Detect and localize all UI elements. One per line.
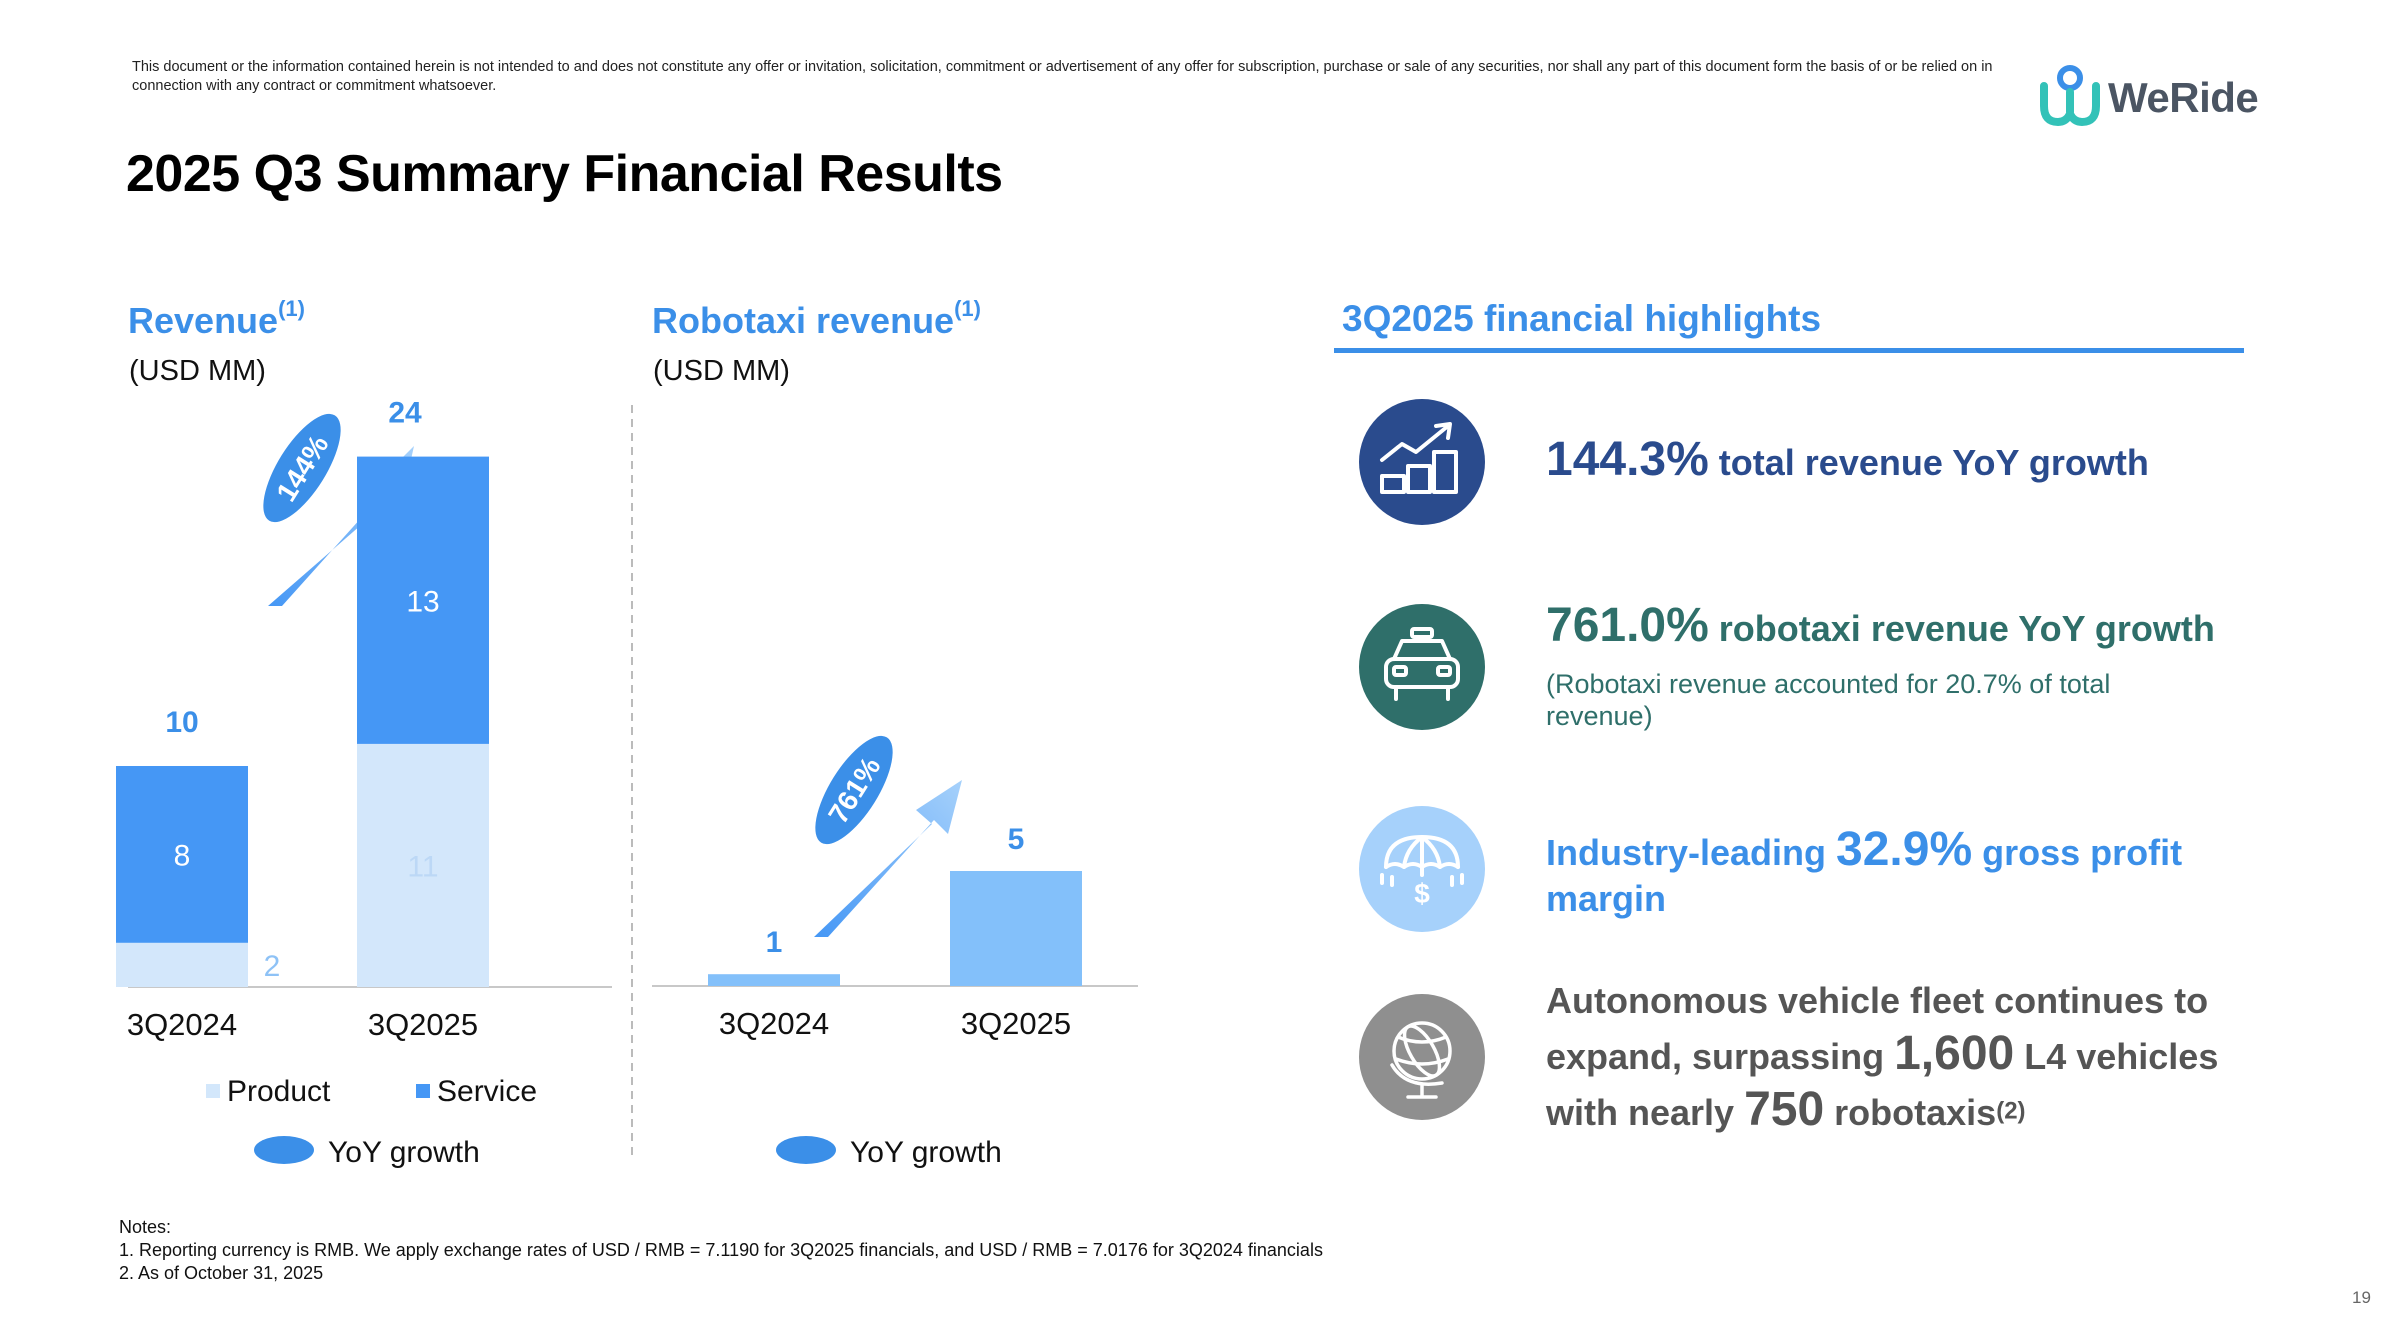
weride-logo-mark-icon: [2040, 65, 2100, 126]
highlight-4-line1: Autonomous vehicle fleet continues to: [1546, 980, 2209, 1021]
highlight-3-line2: margin: [1546, 878, 1667, 919]
highlight-2-note-line1: (Robotaxi revenue accounted for 20.7% of…: [1546, 669, 2111, 699]
robotaxi-bar-3Q2025: [950, 871, 1082, 986]
revenue-label-product-3Q2025: 11: [407, 850, 438, 883]
disclaimer: This document or the information contain…: [132, 59, 1993, 94]
notes: Notes: 1. Reporting currency is RMB. We …: [119, 1216, 1323, 1285]
robotaxi-tick-3Q2024: 3Q2024: [719, 1006, 829, 1041]
robotaxi-unit: (USD MM): [653, 355, 790, 387]
highlight-1-text: total revenue YoY growth: [1708, 442, 2149, 483]
highlight-1: 144.3% total revenue YoY growth: [1546, 432, 2149, 487]
highlight-4-line3-sup: (2): [1996, 1097, 2026, 1125]
legend-yoy-swatch-2: [776, 1136, 836, 1164]
highlight-4-line3: with nearly 750 robotaxis(2): [1546, 1082, 2026, 1137]
revenue-tick-3Q2025: 3Q2025: [368, 1007, 478, 1042]
highlight-3-pre: Industry-leading: [1546, 832, 1837, 873]
revenue-title-text: Revenue: [128, 300, 279, 341]
legend-yoy-label-2: YoY growth: [850, 1136, 1002, 1169]
bar-chart-growth-icon: [1359, 399, 1485, 525]
umbrella-dollar-glyph: $: [1414, 878, 1430, 909]
page-title: 2025 Q3 Summary Financial Results: [126, 145, 1003, 203]
legend-yoy-label-1: YoY growth: [328, 1136, 480, 1169]
legend-product-label: Product: [227, 1075, 331, 1108]
revenue-label-total-3Q2024: 10: [165, 706, 198, 739]
logo-text: WeRide: [2108, 74, 2259, 121]
revenue-label-service-3Q2024: 8: [174, 839, 191, 872]
highlight-2-value: 761.0%: [1546, 599, 1709, 652]
umbrella-dollar-icon: $: [1359, 806, 1485, 932]
page-number: 19: [2352, 1288, 2371, 1307]
robotaxi-growth-arrow: [814, 780, 962, 937]
weride-logo: [2040, 65, 2100, 126]
legend-product-swatch: [206, 1084, 220, 1098]
revenue-bar-product-3Q2024: [116, 942, 248, 987]
highlight-3-text: gross profit: [1972, 832, 2183, 873]
note-1: 1. Reporting currency is RMB. We apply e…: [119, 1240, 1323, 1260]
robotaxi-yoy-badge-shape: [815, 735, 893, 845]
robotaxi-title-sup: (1): [954, 296, 981, 321]
revenue-yoy-badge: 144%: [263, 413, 341, 523]
highlight-4-line3-value: 750: [1744, 1083, 1825, 1136]
revenue-tick-3Q2024: 3Q2024: [127, 1007, 237, 1042]
revenue-chart-title: Revenue(1): [128, 296, 305, 342]
globe-icon: [1359, 994, 1485, 1120]
robotaxi-title-text: Robotaxi revenue: [652, 300, 955, 341]
robotaxi-bar-3Q2024: [708, 974, 840, 986]
highlight-2-text: robotaxi revenue YoY growth: [1708, 608, 2215, 649]
highlight-3: Industry-leading 32.9% gross profit: [1546, 822, 2182, 877]
highlight-4-line2-post: L4 vehicles: [2014, 1036, 2219, 1077]
legend-service-swatch: [416, 1084, 430, 1098]
revenue-bar-product-3Q2025: [357, 743, 489, 987]
robotaxi-label-3Q2025: 5: [1008, 823, 1025, 856]
note-2: 2. As of October 31, 2025: [119, 1263, 324, 1283]
robotaxi-tick-3Q2025: 3Q2025: [961, 1006, 1071, 1041]
highlight-4-line2-pre: expand, surpassing: [1546, 1036, 1895, 1077]
highlight-1-value: 144.3%: [1546, 433, 1709, 486]
revenue-label-total-3Q2025: 24: [388, 397, 422, 430]
legend-yoy-swatch-1: [254, 1136, 314, 1164]
highlights-title: 3Q2025 financial highlights: [1342, 298, 1822, 339]
notes-label: Notes:: [119, 1217, 172, 1237]
revenue-bar-service-3Q2024: [116, 766, 248, 943]
highlight-2-note-line2: revenue): [1546, 701, 1653, 731]
revenue-label-product-3Q2024: 2: [264, 950, 281, 983]
highlight-4-line2: expand, surpassing 1,600 L4 vehicles: [1546, 1026, 2218, 1081]
legend-service-label: Service: [437, 1075, 537, 1108]
revenue-yoy-badge-shape: [263, 413, 341, 523]
highlights-rule: [1334, 348, 2244, 353]
revenue-title-sup: (1): [278, 296, 305, 321]
revenue-label-service-3Q2025: 13: [406, 585, 439, 618]
highlight-4-line3-pre: with nearly: [1546, 1092, 1745, 1133]
revenue-bar-service-3Q2025: [357, 456, 489, 744]
highlight-4-line2-value: 1,600: [1894, 1027, 2015, 1080]
highlight-4-line3-post: robotaxis: [1824, 1092, 1997, 1133]
highlight-3-value: 32.9%: [1836, 823, 1973, 876]
revenue-chart: 8 2 10 3Q2024 13 11 24 3Q2025: [116, 397, 489, 1042]
highlight-2: 761.0% robotaxi revenue YoY growth: [1546, 598, 2215, 653]
revenue-unit: (USD MM): [129, 355, 266, 387]
car-icon: [1359, 604, 1485, 730]
robotaxi-yoy-badge: 761%: [815, 735, 893, 845]
robotaxi-chart: 1 3Q2024 5 3Q2025: [708, 823, 1082, 1041]
robotaxi-chart-title: Robotaxi revenue(1): [652, 296, 981, 342]
robotaxi-label-3Q2024: 1: [766, 926, 783, 959]
